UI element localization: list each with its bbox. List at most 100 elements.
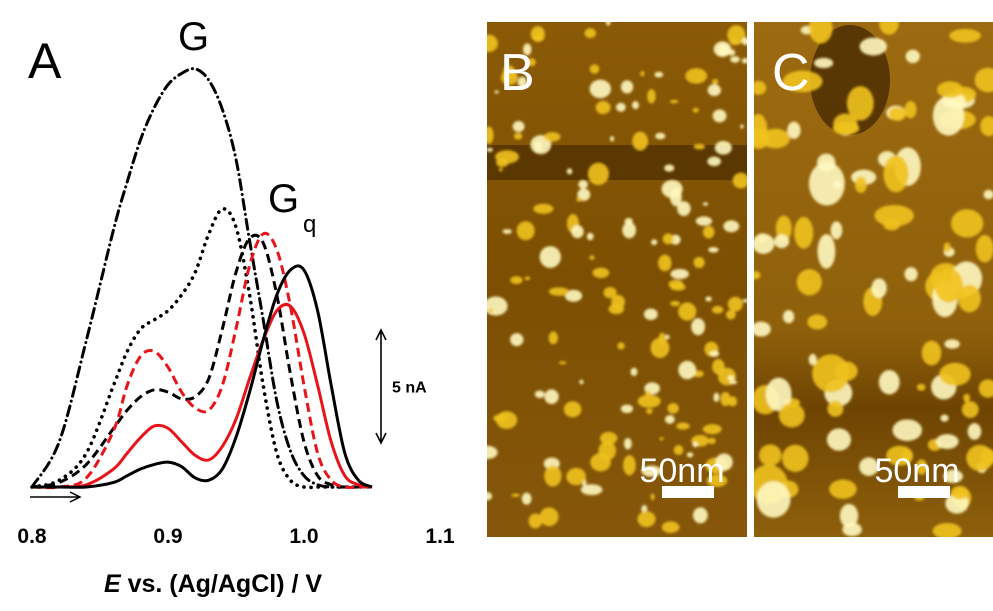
afm-particle <box>742 58 749 63</box>
afm-particle <box>827 428 851 450</box>
afm-particle <box>692 442 698 448</box>
afm-particle <box>622 222 636 238</box>
afm-particle <box>728 376 735 381</box>
afm-particle <box>963 394 970 403</box>
afm-particle <box>598 441 616 460</box>
afm-particle <box>728 49 736 55</box>
afm-particle <box>703 226 715 239</box>
afm-particle <box>676 423 689 430</box>
afm-particle <box>751 322 771 337</box>
afm-particle <box>713 393 719 402</box>
afm-particle <box>691 318 705 335</box>
afm-particle <box>645 391 650 397</box>
afm-particle <box>883 155 908 192</box>
curve <box>32 266 372 487</box>
afm-particle <box>693 108 699 113</box>
afm-particle <box>638 395 661 408</box>
afm-particle <box>729 381 737 385</box>
afm-particle <box>640 71 644 76</box>
afm-particle <box>513 121 525 132</box>
afm-particle <box>696 216 712 225</box>
panel-label: A <box>28 33 62 89</box>
afm-particle <box>814 58 833 68</box>
afm-particle <box>477 446 497 459</box>
afm-particle <box>592 268 609 279</box>
x-tick-label: 1.1 <box>425 525 455 548</box>
image-label: B <box>500 44 535 102</box>
scale-bar-label: 5 nA <box>392 380 427 397</box>
afm-particle <box>883 218 900 230</box>
afm-particle <box>647 89 656 103</box>
afm-particle <box>713 109 727 122</box>
afm-particle <box>782 445 809 472</box>
peak-label: G <box>268 177 299 221</box>
afm-particle <box>646 408 652 414</box>
afm-particle <box>892 419 922 441</box>
afm-particle <box>651 494 655 501</box>
afm-particle <box>670 100 679 104</box>
afm-particle <box>743 299 750 302</box>
afm-particle <box>535 141 543 152</box>
afm-particle <box>951 209 983 237</box>
page: AGGqE vs. (Ag/AgCl) / V0.80.91.01.15 nA … <box>0 0 993 611</box>
afm-particle <box>761 129 790 149</box>
curve <box>32 233 372 487</box>
afm-particle <box>759 444 781 466</box>
afm-particle <box>581 484 603 495</box>
x-axis-label-symbol: E <box>104 570 122 598</box>
afm-particle <box>829 479 857 498</box>
afm-particle <box>479 35 498 52</box>
scan-direction-arrow <box>30 492 80 502</box>
afm-particle <box>494 91 498 94</box>
afm-particle <box>549 332 558 345</box>
afm-particle <box>694 144 706 150</box>
afm-particle <box>567 168 573 174</box>
scale-label: 50nm <box>639 452 724 490</box>
afm-particle <box>651 239 657 245</box>
afm-particle <box>904 267 917 281</box>
voltammogram: AGGqE vs. (Ag/AgCl) / V0.80.91.01.15 nA <box>17 15 455 598</box>
scale-bar <box>898 486 950 498</box>
scale-bar <box>662 486 714 498</box>
afm-particle <box>685 68 707 83</box>
afm-particle <box>590 80 611 98</box>
afm-particle <box>906 50 920 63</box>
afm-particle <box>535 37 544 41</box>
afm-particle <box>939 363 971 386</box>
afm-particle <box>693 507 708 523</box>
afm-particle <box>522 493 532 505</box>
afm-particle <box>774 234 789 248</box>
afm-particle <box>533 204 553 214</box>
afm-particle <box>670 301 680 306</box>
afm-particle <box>559 361 567 364</box>
afm-particle <box>678 361 696 380</box>
afm-particle <box>665 415 675 424</box>
afm-particle <box>879 13 898 35</box>
afm-particle <box>510 333 523 346</box>
x-tick-label: 1.0 <box>289 525 318 548</box>
afm-particle <box>922 341 942 366</box>
afm-particle <box>809 354 817 365</box>
scale-bar-arrow <box>376 330 386 443</box>
afm-particle <box>728 297 743 312</box>
afm-particle <box>714 41 732 56</box>
afm-particle <box>936 434 959 449</box>
peak-label: G <box>178 15 209 59</box>
afm-particle <box>588 163 609 186</box>
afm-particle <box>712 306 723 314</box>
afm-particle <box>590 64 600 73</box>
afm-particle <box>747 271 760 279</box>
afm-particle <box>720 392 730 406</box>
afm-particle <box>670 188 682 206</box>
afm-particle <box>730 56 740 63</box>
afm-particle <box>496 411 517 429</box>
afm-particle <box>835 361 858 380</box>
afm-particle <box>623 455 636 475</box>
afm-particle <box>487 148 493 152</box>
afm-particle <box>712 359 724 375</box>
curve <box>32 235 372 487</box>
afm-particle <box>510 276 522 284</box>
afm-particle <box>807 314 827 329</box>
afm-particle <box>794 217 813 249</box>
afm-particle <box>723 220 739 232</box>
